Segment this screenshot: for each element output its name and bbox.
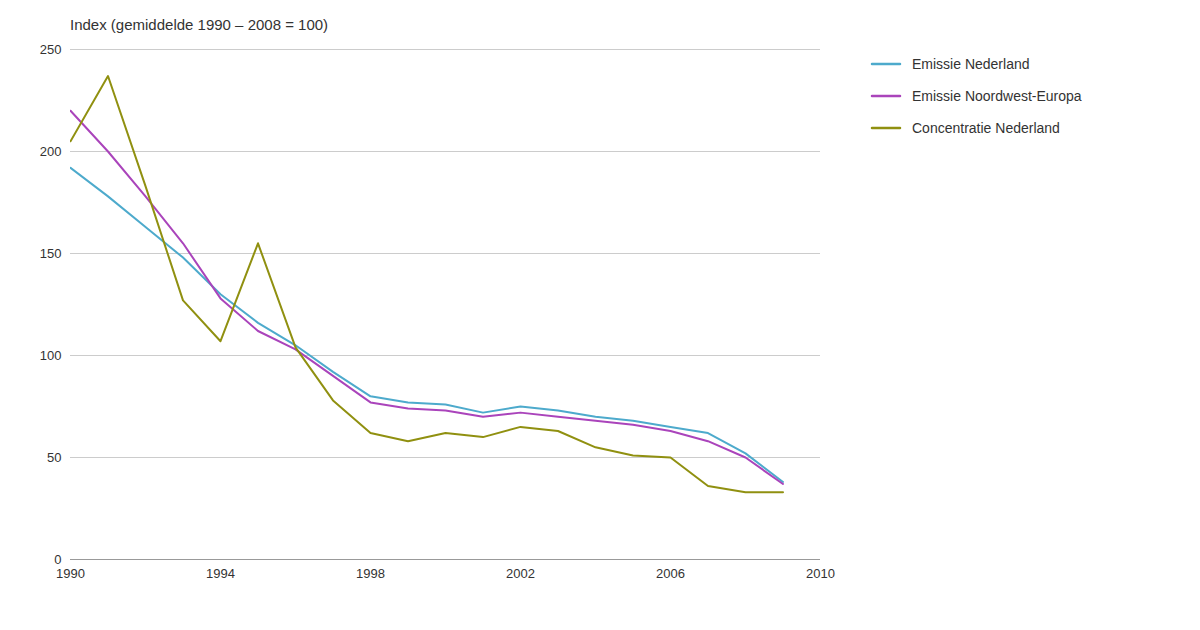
svg-text:1994: 1994 <box>206 566 235 581</box>
svg-text:2010: 2010 <box>806 566 835 581</box>
html-text:Emissie Nederland: Emissie Nederland <box>912 56 1030 72</box>
svg-text:2002: 2002 <box>506 566 535 581</box>
html-text:Index (gemiddelde 1990 – 2008: Index (gemiddelde 1990 – 2008 = 100) <box>70 16 329 33</box>
svg-text:200: 200 <box>40 144 62 159</box>
svg-text:0: 0 <box>54 552 61 567</box>
svg-text:1990: 1990 <box>56 566 85 581</box>
svg-text:50: 50 <box>47 450 61 465</box>
svg-text:250: 250 <box>40 42 62 57</box>
svg-text:100: 100 <box>40 348 62 363</box>
svg-text:1998: 1998 <box>356 566 385 581</box>
svg-text:2006: 2006 <box>656 566 685 581</box>
svg-text:150: 150 <box>40 246 62 261</box>
html-text:Emissie Noordwest-Europa: Emissie Noordwest-Europa <box>912 88 1082 104</box>
html-text:Concentratie Nederland: Concentratie Nederland <box>912 120 1060 136</box>
